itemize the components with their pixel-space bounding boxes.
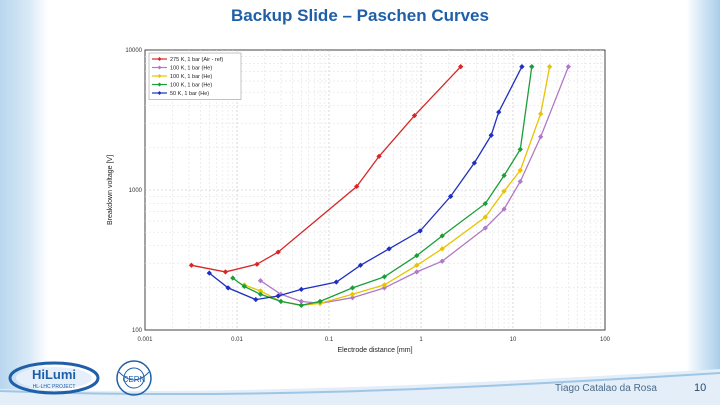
series-point-0 <box>275 249 281 255</box>
series-point-3 <box>278 298 284 305</box>
series-point-4 <box>333 279 340 285</box>
series-line-0 <box>191 66 462 273</box>
slide-title: Backup Slide – Paschen Curves <box>231 6 489 25</box>
series-point-2 <box>517 167 524 174</box>
series-point-4 <box>298 286 305 293</box>
paschen-chart: 0.001 0.01 0.1 1 10 100 100 1000 10000 Electrode … <box>107 48 611 354</box>
series-point-2 <box>381 282 388 288</box>
legend-marker <box>157 91 162 95</box>
legend-marker <box>157 82 162 87</box>
series-point-0 <box>376 153 382 160</box>
svg-text:CERN: CERN <box>123 375 146 384</box>
x-tick-label: 0.001 <box>137 337 153 343</box>
series-point-2 <box>482 214 489 220</box>
series-point-1 <box>501 206 507 212</box>
series-point-2 <box>546 63 553 70</box>
series-point-1 <box>482 225 489 231</box>
series-point-0 <box>457 63 464 70</box>
series-point-2 <box>501 188 507 194</box>
series-point-3 <box>439 233 445 239</box>
x-tick-label: 10 <box>510 337 517 343</box>
series-point-4 <box>495 109 502 115</box>
x-tick-label: 0.01 <box>231 337 243 343</box>
y-axis-label: Breakdown voltage [V] <box>107 155 114 225</box>
footer-author: Tiago Catalao da Rosa <box>555 383 657 394</box>
series-point-4 <box>386 246 392 252</box>
y-tick-label: 10000 <box>125 48 142 54</box>
legend-marker <box>157 65 162 70</box>
series-point-1 <box>414 269 420 275</box>
series-point-3 <box>414 252 420 259</box>
series-point-1 <box>517 178 524 185</box>
left-decoration-bar <box>0 0 48 405</box>
series-point-3 <box>298 302 305 309</box>
series-point-4 <box>275 293 281 299</box>
svg-text:HiLumi: HiLumi <box>32 367 76 382</box>
series-point-4 <box>225 285 231 291</box>
y-tick-label: 100 <box>132 328 143 334</box>
series-point-4 <box>417 228 423 234</box>
series-point-4 <box>488 132 494 139</box>
series-point-2 <box>349 291 356 298</box>
series-point-3 <box>482 200 489 207</box>
series-point-3 <box>230 275 236 281</box>
series-point-2 <box>439 246 445 252</box>
series-point-3 <box>317 298 323 305</box>
series-point-4 <box>471 160 478 166</box>
hilumi-logo: HiLumi HL-LHC PROJECT <box>8 361 100 395</box>
right-decoration-bar <box>686 0 720 405</box>
x-tick-label: 0.1 <box>325 337 334 343</box>
series-point-1 <box>257 277 264 284</box>
page-number: 10 <box>694 382 707 394</box>
series-line-3 <box>232 66 533 306</box>
y-tick-label: 1000 <box>129 188 143 194</box>
series-point-3 <box>529 63 535 70</box>
series-point-1 <box>565 63 572 70</box>
series-line-4 <box>208 66 523 301</box>
series-point-1 <box>349 294 356 301</box>
series-point-4 <box>357 262 364 269</box>
series-point-1 <box>537 134 544 140</box>
x-tick-label: 1 <box>419 337 423 343</box>
series-point-3 <box>517 146 524 153</box>
bottom-swoosh <box>0 369 720 405</box>
series-point-4 <box>206 270 213 276</box>
series-point-3 <box>501 172 507 179</box>
series-point-4 <box>447 193 454 200</box>
legend-label: 100 K, 1 bar (He) <box>170 66 212 72</box>
series-point-0 <box>411 112 418 119</box>
series-point-0 <box>222 269 229 275</box>
legend-marker <box>157 74 162 78</box>
series-point-0 <box>188 262 195 269</box>
x-tick-label: 100 <box>600 337 611 343</box>
series-point-4 <box>519 63 525 70</box>
legend-label: 50 K, 1 bar (He) <box>170 91 209 97</box>
series-point-1 <box>381 285 388 291</box>
series-point-3 <box>241 283 248 290</box>
series-point-2 <box>537 111 544 117</box>
cern-logo: CERN <box>116 360 152 396</box>
series-point-4 <box>253 296 259 303</box>
x-axis-label: Electrode distance [mm] <box>337 347 412 354</box>
svg-text:HL-LHC PROJECT: HL-LHC PROJECT <box>33 384 76 390</box>
series-point-2 <box>414 262 420 269</box>
series-point-3 <box>257 291 264 298</box>
series-point-0 <box>353 183 360 190</box>
series-point-1 <box>439 258 445 264</box>
legend-label: 100 K, 1 bar (He) <box>170 83 212 89</box>
series-point-3 <box>349 285 356 291</box>
legend-label: 275 K, 1 bar (Air - ref) <box>170 57 223 63</box>
legend-marker <box>157 57 162 61</box>
series-point-3 <box>381 274 388 280</box>
legend-label: 100 K, 1 bar (He) <box>170 74 212 80</box>
series-point-0 <box>254 261 260 267</box>
